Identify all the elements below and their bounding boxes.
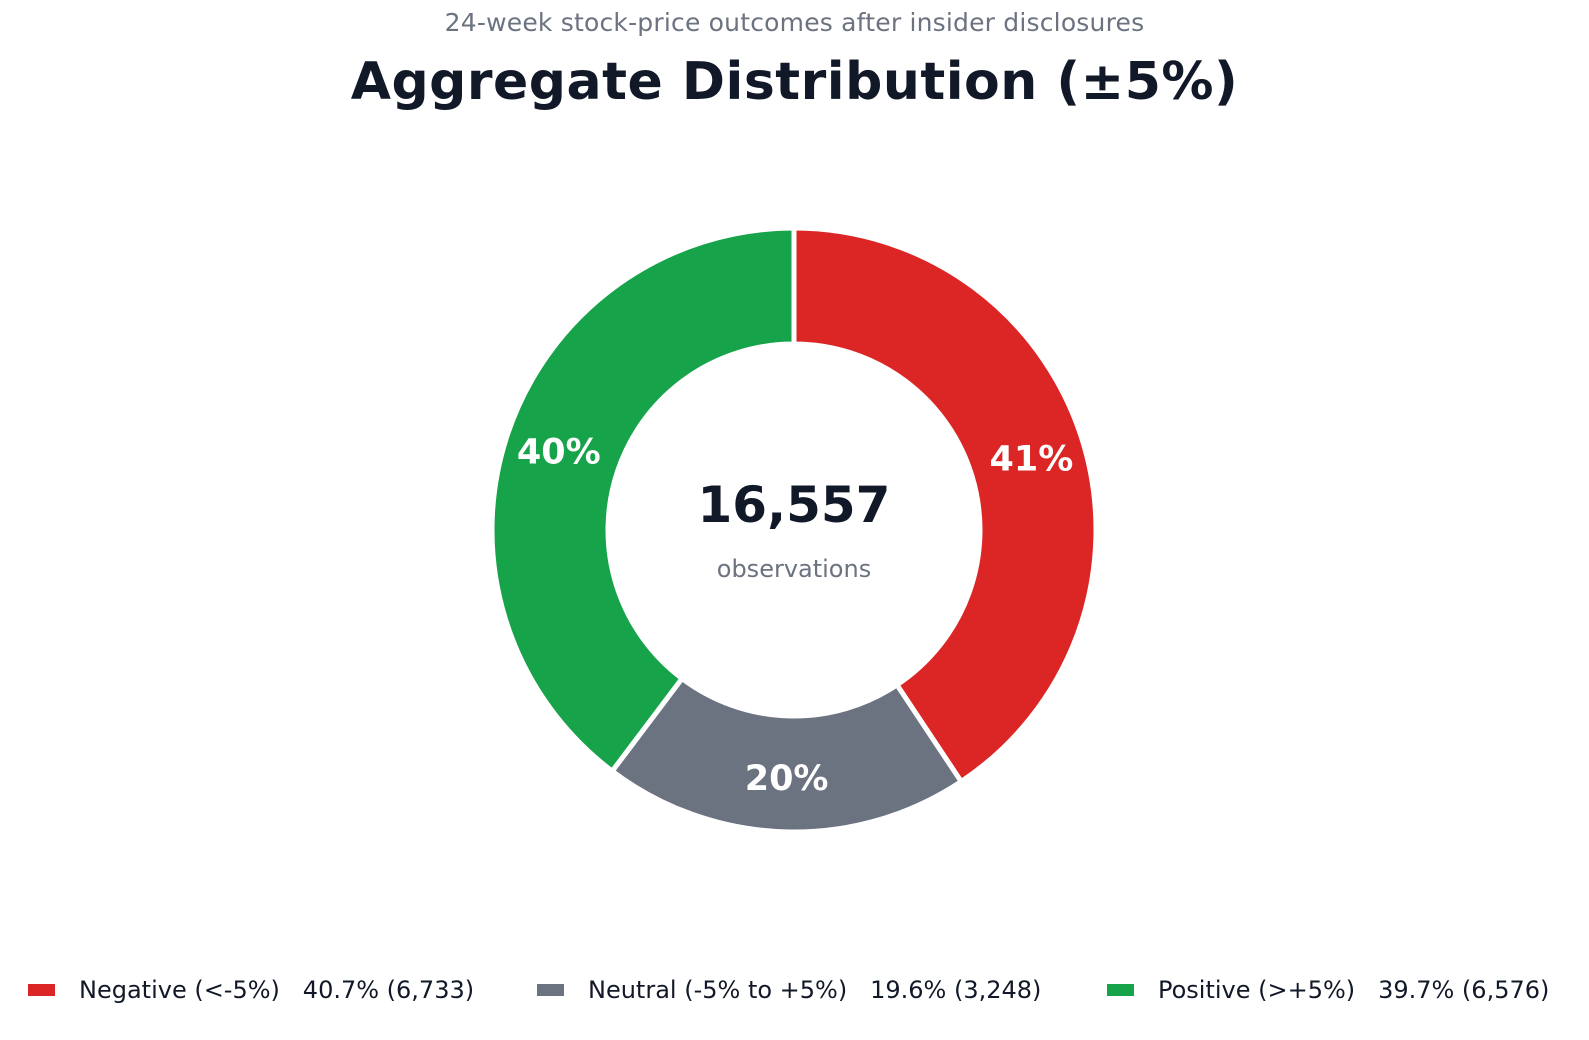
legend-stats-negative: 40.7% (6,733): [302, 976, 475, 1004]
slice-labels: 41% 20% 40%: [517, 432, 1073, 799]
legend-label-neutral: Neutral (-5% to +5%): [588, 976, 848, 1004]
legend: Negative (<-5%) 40.7% (6,733) Neutral (-…: [0, 972, 1589, 1012]
legend-stats-positive: 39.7% (6,576): [1378, 976, 1550, 1004]
legend-item-neutral: Neutral (-5% to +5%) 19.6% (3,248): [537, 972, 1041, 1008]
chart-title: Aggregate Distribution (±5%): [350, 52, 1239, 112]
slice-percent-label-3: 40%: [517, 432, 601, 472]
center-total: 16,557: [698, 476, 891, 534]
legend-swatch-positive: [1107, 984, 1134, 996]
legend-stats-neutral: 19.6% (3,248): [870, 976, 1042, 1004]
donut-slice-3: [489, 225, 797, 775]
legend-label-positive: Positive (>+5%): [1158, 976, 1356, 1004]
legend-label-negative: Negative (<-5%): [79, 976, 280, 1004]
donut-slices: [489, 225, 1099, 835]
donut-slice-2: [608, 675, 965, 835]
donut-slice-1: [791, 225, 1099, 785]
legend-item-positive: Positive (>+5%) 39.7% (6,576): [1107, 972, 1549, 1008]
legend-swatch-neutral: [537, 984, 564, 996]
chart-subtitle: 24-week stock-price outcomes after insid…: [444, 8, 1145, 37]
legend-swatch-negative: [28, 984, 55, 996]
center-caption: observations: [717, 555, 871, 583]
donut-chart: 41% 20% 40% 16,557 observations: [489, 225, 1099, 835]
slice-percent-label-2: 20%: [745, 759, 829, 799]
slice-percent-label-1: 41%: [990, 439, 1074, 479]
legend-item-negative: Negative (<-5%) 40.7% (6,733): [28, 972, 474, 1008]
